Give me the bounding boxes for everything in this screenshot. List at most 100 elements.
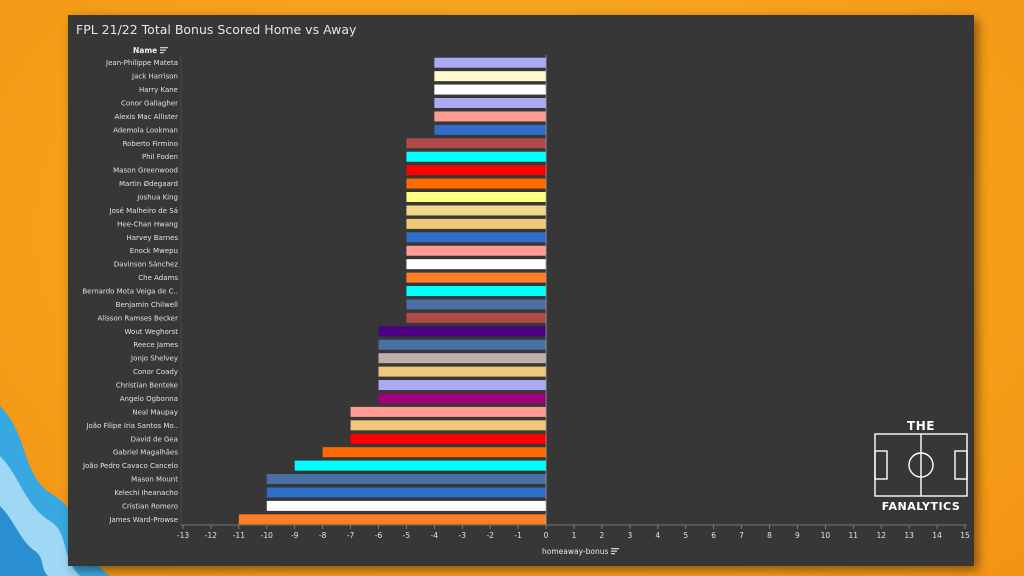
bar[interactable] <box>434 98 547 109</box>
x-tick-label: -6 <box>375 531 383 540</box>
row-label: Alisson Ramses Becker <box>97 314 178 322</box>
bar[interactable] <box>406 245 547 256</box>
bar[interactable] <box>266 500 547 511</box>
row-label: Reece James <box>133 341 178 349</box>
row-label: Conor Gallagher <box>121 100 178 108</box>
bar[interactable] <box>434 71 547 82</box>
row-label: Phil Foden <box>142 153 178 161</box>
bar[interactable] <box>406 218 547 229</box>
bar[interactable] <box>406 312 547 323</box>
bar[interactable] <box>406 299 547 310</box>
row-label: Kelechi Iheanacho <box>114 489 178 497</box>
row-label: Benjamin Chilwell <box>116 301 178 309</box>
bar[interactable] <box>238 514 547 525</box>
x-tick-label: 0 <box>544 531 549 540</box>
sort-icon[interactable] <box>611 548 620 555</box>
bar[interactable] <box>406 151 547 162</box>
bar[interactable] <box>378 353 547 364</box>
x-tick-label: -10 <box>261 531 273 540</box>
bar[interactable] <box>406 138 547 149</box>
x-tick-label: -2 <box>486 531 494 540</box>
bar[interactable] <box>406 259 547 270</box>
row-label: João Pedro Cavaco Cancelo <box>82 462 178 470</box>
x-tick-label: -4 <box>431 531 439 540</box>
x-tick-label: 2 <box>600 531 605 540</box>
bar[interactable] <box>350 433 547 444</box>
x-tick-label: 11 <box>849 531 859 540</box>
x-tick-label: 15 <box>960 531 970 540</box>
x-tick-label: -8 <box>319 531 327 540</box>
bar[interactable] <box>434 124 547 135</box>
row-label: Che Adams <box>138 274 178 282</box>
bar[interactable] <box>378 366 547 377</box>
x-tick-label: -9 <box>291 531 299 540</box>
bar[interactable] <box>406 165 547 176</box>
bar[interactable] <box>434 57 547 68</box>
bar[interactable] <box>266 487 547 498</box>
bar[interactable] <box>378 326 547 337</box>
bar[interactable] <box>378 380 547 391</box>
bar[interactable] <box>322 447 547 458</box>
x-tick-label: -5 <box>403 531 411 540</box>
bar-chart: Jean-Philippe Mateta Jack Harrison Harry K… <box>82 55 970 540</box>
row-label: Jack Harrison <box>131 73 178 81</box>
x-tick-label: 1 <box>572 531 577 540</box>
bar[interactable] <box>350 420 547 431</box>
x-tick-label: 14 <box>932 531 942 540</box>
row-label: Gabriel Magalhães <box>113 449 178 457</box>
chart-panel: FPL 21/22 Total Bonus Scored Home vs Awa… <box>68 15 974 566</box>
name-header-label: Name <box>133 46 158 55</box>
row-label: Wout Weghorst <box>125 328 179 336</box>
logo-top-text: THE <box>907 419 935 433</box>
row-label: Joshua King <box>136 194 178 202</box>
row-label: Roberto Firmino <box>123 140 178 148</box>
x-tick-label: -13 <box>177 531 189 540</box>
row-label: José Malheiro de Sá <box>109 207 178 215</box>
row-label: Enock Mwepu <box>130 247 178 255</box>
bar[interactable] <box>406 286 547 297</box>
x-tick-label: 8 <box>767 531 772 540</box>
x-tick-label: 4 <box>655 531 660 540</box>
bar[interactable] <box>378 393 547 404</box>
x-axis-label: homeaway-bonus <box>542 547 609 556</box>
name-column-header[interactable]: Name <box>133 46 169 55</box>
row-label: João Filipe Iria Santos Mo.. <box>85 422 178 430</box>
row-label: Christian Benteke <box>116 382 178 390</box>
row-label: James Ward-Prowse <box>108 516 178 524</box>
bar[interactable] <box>434 84 547 95</box>
row-label: Jonjo Shelvey <box>130 355 178 363</box>
bar[interactable] <box>266 474 547 485</box>
x-tick-label: 3 <box>627 531 632 540</box>
row-label: Harry Kane <box>139 86 178 94</box>
x-axis-title[interactable]: homeaway-bonus <box>542 547 620 556</box>
row-label: Hee-Chan Hwang <box>117 220 178 228</box>
fanalytics-logo: THE FANALYTICS <box>874 419 968 519</box>
x-tick-label: -11 <box>233 531 245 540</box>
bar[interactable] <box>406 272 547 283</box>
bar[interactable] <box>406 178 547 189</box>
sort-icon[interactable] <box>160 47 169 54</box>
bar[interactable] <box>406 232 547 243</box>
row-label: Angelo Ogbonna <box>120 395 178 403</box>
bar[interactable] <box>434 111 547 122</box>
row-label: Mason Greenwood <box>113 167 178 175</box>
row-label: Harvey Barnes <box>127 234 179 242</box>
row-label: Jean-Philippe Mateta <box>105 59 178 67</box>
x-tick-label: -7 <box>347 531 355 540</box>
bar[interactable] <box>350 406 547 417</box>
logo-bottom-text: FANALYTICS <box>881 500 961 513</box>
x-tick-label: -3 <box>459 531 467 540</box>
chart-title: FPL 21/22 Total Bonus Scored Home vs Awa… <box>76 22 357 37</box>
bar[interactable] <box>378 339 547 350</box>
row-label: Bernardo Mota Veiga de C.. <box>82 288 178 296</box>
row-label: Conor Coady <box>133 368 178 376</box>
bar[interactable] <box>406 192 547 203</box>
row-label: David de Gea <box>131 435 178 443</box>
bar[interactable] <box>294 460 547 471</box>
bar[interactable] <box>406 205 547 216</box>
background-wave-decoration <box>0 406 110 576</box>
x-tick-label: -1 <box>514 531 522 540</box>
pitch-icon <box>874 433 968 497</box>
row-label: Cristian Romero <box>122 502 178 510</box>
row-label: Martin Ødegaard <box>119 180 178 188</box>
